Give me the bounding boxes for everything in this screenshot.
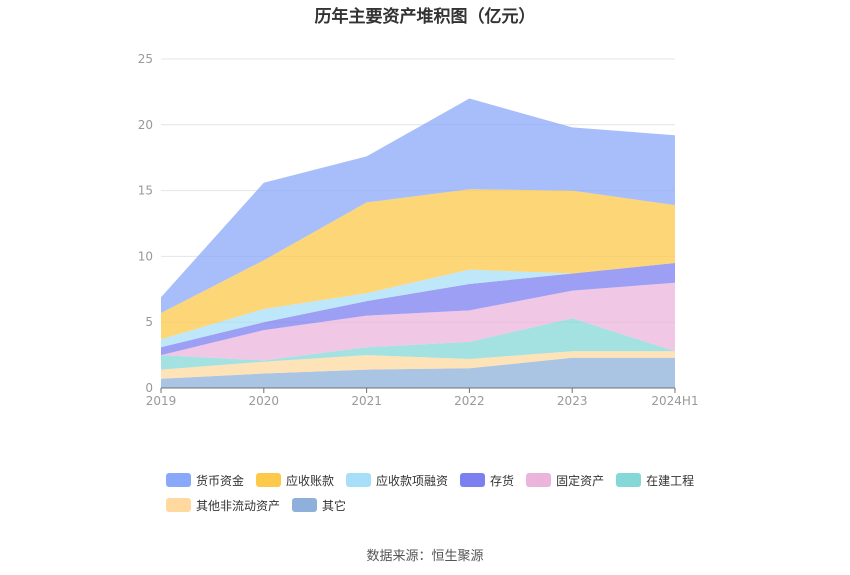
legend-item[interactable]: 其它 xyxy=(292,497,346,513)
stacked-area-chart: 0 5 10 15 20 25 2019 2020 2021 2022 2023 2024H1 xyxy=(138,52,699,408)
legend-label: 货币资金 xyxy=(196,473,245,488)
legend-swatch xyxy=(256,473,282,487)
y-tick-label: 15 xyxy=(138,184,153,198)
x-tick-label: 2019 xyxy=(146,394,177,408)
legend-item[interactable]: 在建工程 xyxy=(616,472,694,488)
legend-item[interactable]: 存货 xyxy=(460,472,514,488)
y-tick-label: 25 xyxy=(138,52,153,66)
legend-label: 应收款项融资 xyxy=(376,473,449,488)
legend-item[interactable]: 其他非流动资产 xyxy=(166,497,280,513)
y-tick-label: 20 xyxy=(138,118,153,132)
area-series xyxy=(161,189,675,340)
data-source: 数据来源：恒生聚源 xyxy=(366,549,484,564)
legend-swatch xyxy=(460,473,486,487)
legend-label: 固定资产 xyxy=(556,473,605,488)
y-tick-label: 0 xyxy=(145,381,153,395)
area-series xyxy=(161,263,675,356)
area-series xyxy=(161,318,675,370)
legend-swatch xyxy=(346,473,372,487)
legend-swatch xyxy=(166,498,191,512)
chart-legend: 货币资金 应收账款 应收款项融资 存货 固定资产 在建工程其他非流动资产 其它 xyxy=(166,472,726,513)
x-tick-label: 2020 xyxy=(249,394,280,408)
x-tick-label: 2021 xyxy=(351,394,382,408)
area-series xyxy=(161,282,675,361)
legend-label: 存货 xyxy=(490,473,515,488)
legend-item[interactable]: 货币资金 xyxy=(166,472,244,488)
legend-item[interactable]: 应收账款 xyxy=(256,472,334,488)
legend-label: 其他非流动资产 xyxy=(196,498,281,513)
legend-swatch xyxy=(616,473,642,487)
legend-item[interactable]: 固定资产 xyxy=(526,472,604,488)
area-series xyxy=(161,98,675,313)
area-series xyxy=(161,351,675,379)
x-tick-label: 2022 xyxy=(454,394,485,408)
legend-swatch xyxy=(292,498,318,512)
x-tick-label: 2024H1 xyxy=(651,394,698,408)
x-tick-label: 2023 xyxy=(557,394,588,408)
legend-label: 应收账款 xyxy=(286,473,335,488)
chart-title: 历年主要资产堆积图（亿元） xyxy=(314,7,536,27)
area-series xyxy=(161,357,675,388)
legend-label: 其它 xyxy=(322,498,347,513)
y-tick-label: 5 xyxy=(145,315,153,329)
legend-label: 在建工程 xyxy=(646,473,695,488)
y-tick-label: 10 xyxy=(138,249,153,263)
legend-swatch xyxy=(526,473,552,487)
legend-swatch xyxy=(166,473,191,487)
legend-item[interactable]: 应收款项融资 xyxy=(346,472,448,488)
